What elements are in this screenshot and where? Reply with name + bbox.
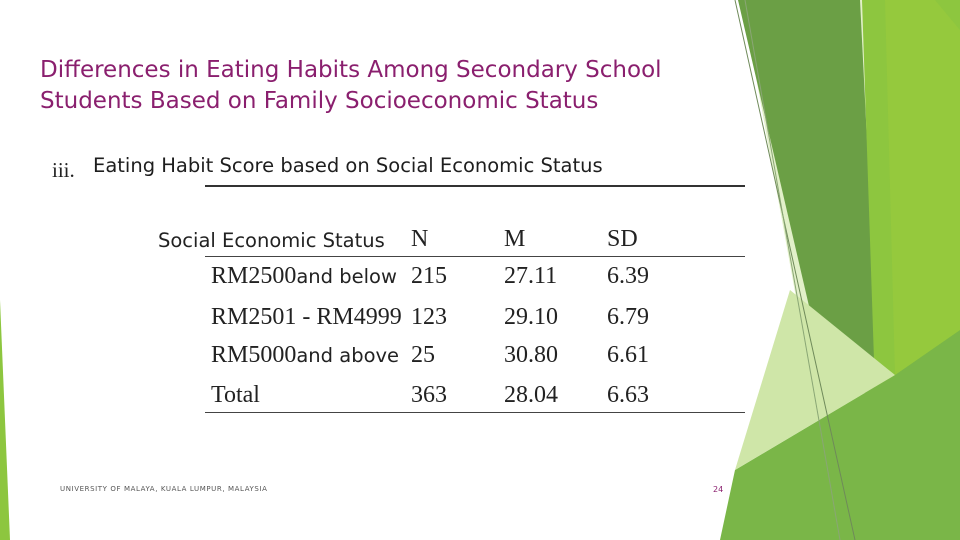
table-header-rule	[205, 256, 745, 257]
facet-left-edge	[0, 300, 10, 540]
header-n: N	[411, 226, 429, 252]
header-sd: SD	[607, 226, 638, 252]
cell-m: 29.10	[504, 304, 558, 330]
header-social-economic-status: Social Economic Status	[158, 229, 385, 252]
cell-sd: 6.61	[607, 342, 649, 368]
page-number: 24	[713, 485, 724, 494]
facet-dark	[738, 0, 880, 400]
cell-m: 28.04	[504, 382, 558, 408]
facet-pale-lower	[735, 290, 895, 470]
table-row-label: RM5000and above	[211, 342, 399, 369]
row-label-prefix: RM2500	[211, 263, 297, 289]
cell-m: 30.80	[504, 342, 558, 368]
cell-n: 363	[411, 382, 447, 408]
table-bottom-rule	[205, 412, 745, 413]
table-row-label: RM2500and below	[211, 263, 397, 290]
subsection-number: iii.	[52, 158, 75, 182]
table-top-rule	[205, 185, 745, 187]
cell-n: 25	[411, 342, 435, 368]
table-row-label: RM2501 - RM4999	[211, 304, 402, 331]
facet-line-2	[744, 0, 841, 540]
subsection-title: Eating Habit Score based on Social Econo…	[93, 154, 603, 177]
cell-sd: 6.39	[607, 263, 649, 289]
facet-bright	[885, 0, 960, 375]
header-m: M	[504, 226, 526, 252]
cell-n: 123	[411, 304, 447, 330]
footer-text: UNIVERSITY OF MALAYA, KUALA LUMPUR, MALA…	[60, 485, 268, 493]
row-label-prefix: RM5000	[211, 342, 297, 368]
table-row-label: Total	[211, 382, 260, 409]
facet-line-1	[734, 0, 856, 540]
cell-sd: 6.79	[607, 304, 649, 330]
row-label-prefix: Total	[211, 382, 260, 408]
row-label-prefix: RM2501 - RM4999	[211, 304, 402, 330]
cell-m: 27.11	[504, 263, 558, 289]
slide-title: Differences in Eating Habits Among Secon…	[40, 57, 662, 114]
cell-sd: 6.63	[607, 382, 649, 408]
cell-n: 215	[411, 263, 447, 289]
row-label-suffix: and below	[296, 265, 397, 288]
row-label-suffix: and above	[296, 344, 400, 367]
facet-mid	[720, 330, 960, 540]
